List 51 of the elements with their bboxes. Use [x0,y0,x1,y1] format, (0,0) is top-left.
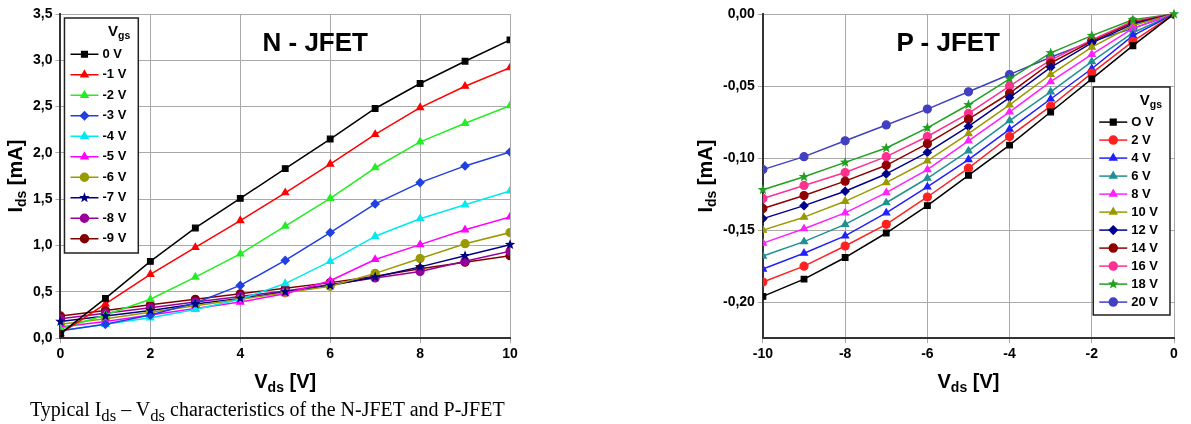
legend-label: 14 V [1131,239,1159,255]
y-tick-label: 0,00 [727,4,756,21]
y-tick-label: -0,05 [722,76,756,93]
legend-label: -8 V [102,209,127,225]
y-tick-label: -0,20 [722,293,756,310]
y-tick-label: 1,5 [32,190,53,207]
legend-label: 6 V [1131,167,1152,183]
y-tick-label: 3,5 [32,4,53,21]
legend-label: -5 V [102,148,127,164]
x-tick-label: 10 [502,345,518,362]
legend-label: -9 V [102,230,127,246]
text: N - JFET [262,27,369,58]
legend-label: 0 V [102,45,123,61]
legend-label: -6 V [102,168,127,184]
legend-label: 20 V [1131,293,1159,309]
x-tick-label: 8 [416,345,425,362]
legend-label: -1 V [102,66,127,82]
legend-label: 10 V [1131,203,1159,219]
legend-label: -4 V [102,127,127,143]
x-tick-label: -6 [921,345,934,362]
legend-label: -7 V [102,189,127,205]
legend-label: 12 V [1131,221,1159,237]
x-tick-label: -2 [1085,345,1099,362]
text: P - JFET [896,27,1001,58]
x-tick-label: 0 [1170,345,1179,362]
legend-label: -3 V [102,107,127,123]
x-tick-label: 2 [146,345,155,362]
y-tick-label: -0,15 [722,220,756,237]
legend-label: 18 V [1131,275,1159,291]
y-tick-label: 0,5 [32,282,53,299]
y-tick-label: 2,5 [32,97,53,114]
y-tick-label: 1,0 [32,236,53,253]
x-tick-label: 4 [236,345,245,362]
x-tick-label: -8 [838,345,852,362]
y-axis-title: Ids [mA] [693,139,719,213]
text: Typical I$_{ds}$ – V$_{ds}$ characteristics of the N-JFET and P-JFET [30,398,505,424]
legend-label: 4 V [1131,149,1152,165]
legend-label: 8 V [1131,185,1152,201]
legend-label: 16 V [1131,257,1159,273]
legend-label: 2 V [1131,131,1152,147]
legend-label: -2 V [102,86,127,102]
x-tick-label: -4 [1003,345,1016,362]
y-tick-label: -0,10 [722,148,756,165]
y-tick-label: 3,0 [32,51,53,68]
x-tick-label: 6 [326,345,335,362]
y-tick-label: 0,0 [32,329,53,346]
y-axis-title: Ids [mA] [3,139,29,213]
x-tick-label: -10 [752,345,774,362]
legend-label: O V [1131,113,1154,129]
y-tick-label: 2,0 [32,143,53,160]
x-tick-label: 0 [56,345,65,362]
